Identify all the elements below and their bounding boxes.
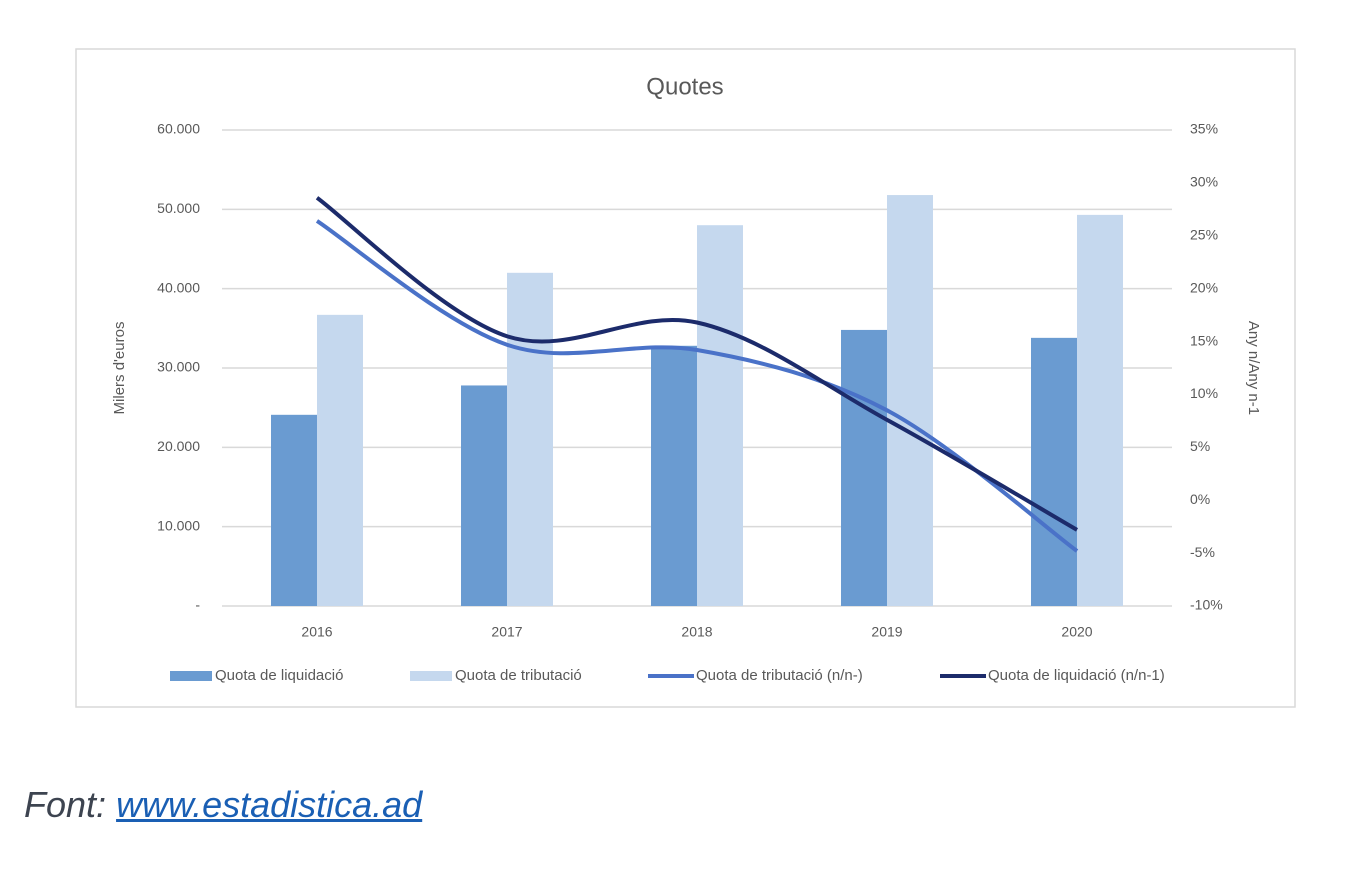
x-tick-label: 2020 (1061, 624, 1092, 640)
y2-axis-title: Any n/Any n-1 (1245, 321, 1262, 415)
y2-tick-label: 20% (1190, 279, 1218, 295)
x-tick-label: 2018 (681, 624, 712, 640)
caption: Font: www.estadistica.ad (24, 784, 422, 826)
y2-tick-label: 10% (1190, 385, 1218, 401)
y-tick-label: 40.000 (157, 279, 200, 295)
y-tick-label: 60.000 (157, 121, 200, 137)
x-tick-label: 2016 (301, 624, 332, 640)
y-axis-title: Milers d'euros (111, 322, 128, 415)
y-tick-label: 20.000 (157, 438, 200, 454)
y-tick-label: 10.000 (157, 517, 200, 533)
bar (1077, 214, 1123, 607)
y2-tick-label: 5% (1190, 438, 1210, 454)
y2-tick-label: 35% (1190, 121, 1218, 137)
legend-swatch (170, 671, 212, 681)
y-tick-label: - (195, 597, 200, 613)
caption-prefix: Font: (24, 784, 107, 825)
y2-tick-label: -10% (1190, 597, 1223, 613)
bar (841, 329, 887, 606)
legend-label: Quota de liquidació (215, 667, 343, 684)
bar (651, 345, 697, 606)
line (315, 219, 1079, 553)
chart: Quotes Milers d'euros Any n/Any n-1 - 10.… (75, 48, 1296, 708)
line (315, 196, 1079, 532)
bar (317, 314, 363, 606)
bar (507, 272, 553, 606)
x-tick-label: 2017 (491, 624, 522, 640)
y-tick-label: 50.000 (157, 200, 200, 216)
legend-swatch (410, 671, 452, 681)
legend-label: Quota de tributació (n/n-) (696, 667, 863, 684)
y2-tick-label: 30% (1190, 174, 1218, 190)
bar (461, 385, 507, 606)
legend-label: Quota de liquidació (n/n-1) (988, 667, 1165, 684)
bar (271, 414, 317, 606)
y2-tick-label: -5% (1190, 544, 1215, 560)
y2-tick-label: 25% (1190, 226, 1218, 242)
y2-tick-label: 15% (1190, 332, 1218, 348)
source-link[interactable]: www.estadistica.ad (116, 784, 423, 825)
bar (887, 195, 933, 606)
legend-label: Quota de tributació (455, 667, 582, 684)
y-tick-label: 30.000 (157, 359, 200, 375)
x-tick-label: 2019 (871, 624, 902, 640)
bar (1031, 337, 1077, 606)
y2-tick-label: 0% (1190, 491, 1210, 507)
chart-title: Quotes (646, 73, 723, 100)
bar (697, 225, 743, 606)
